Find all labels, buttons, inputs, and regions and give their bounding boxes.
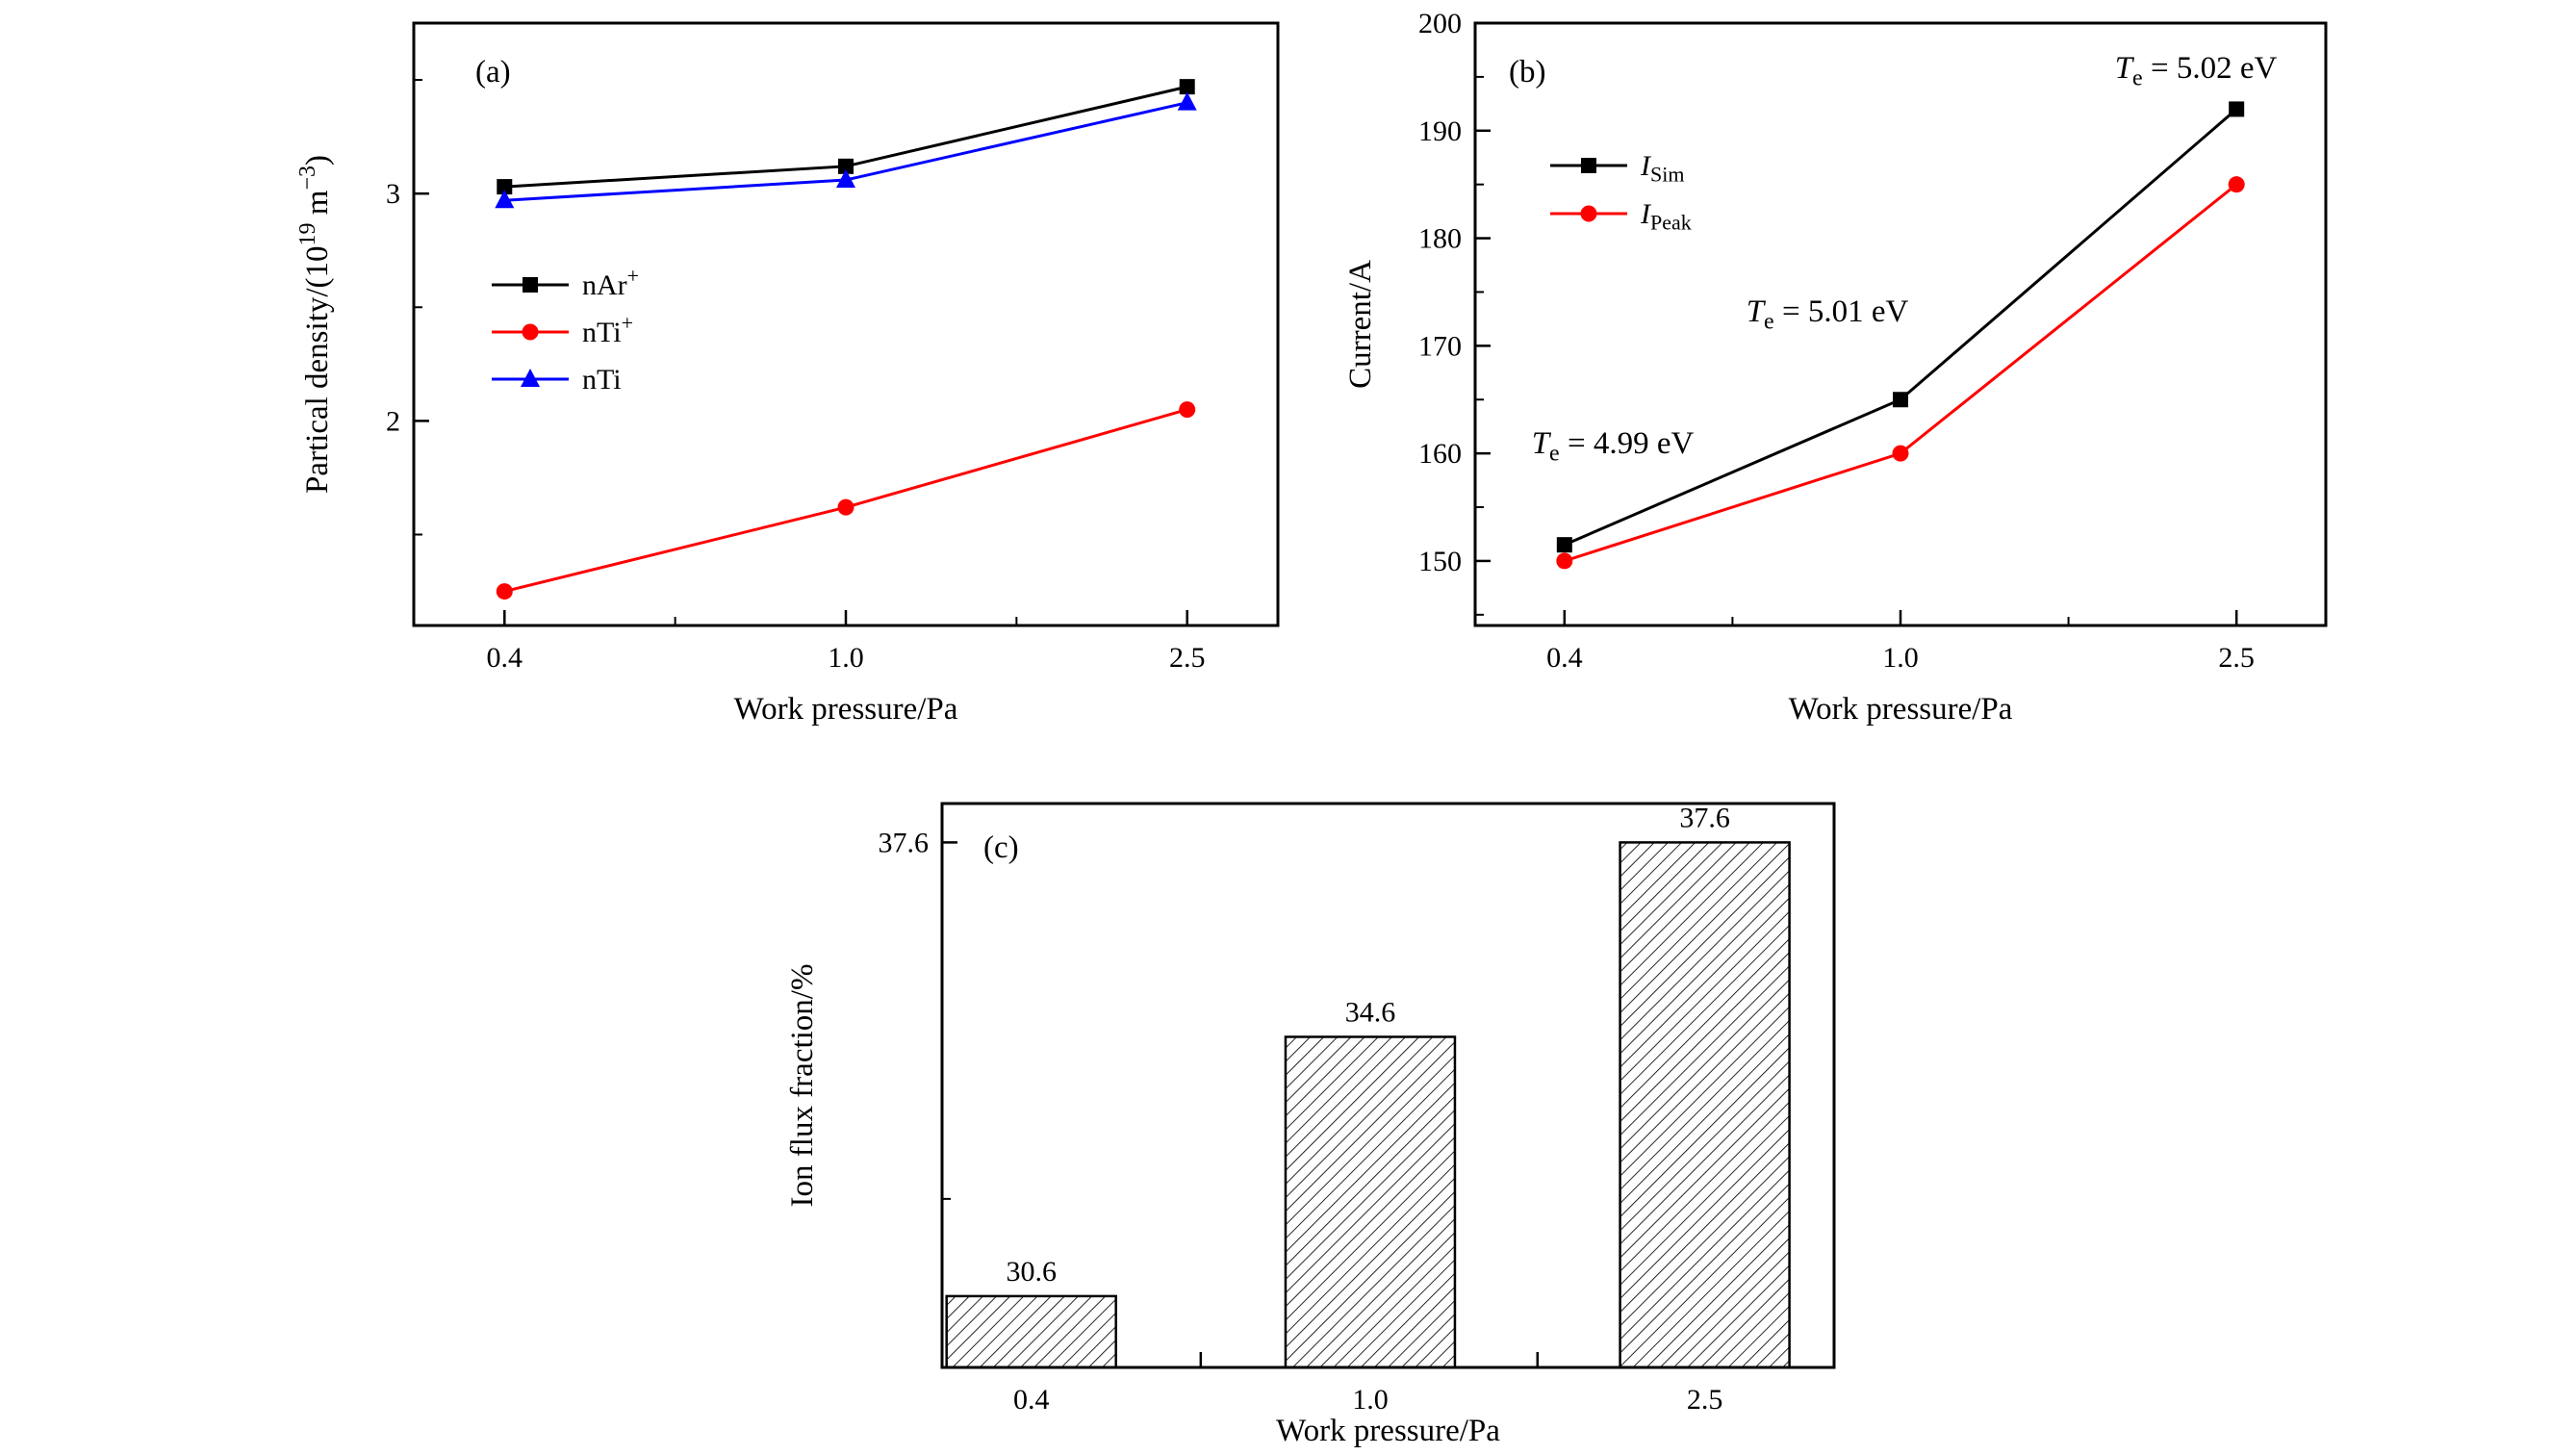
x-tick-label: 2.5 — [1687, 1384, 1723, 1416]
plot-box — [412, 21, 1280, 627]
x-tick-label: 2.5 — [1169, 642, 1206, 674]
annotation: Te = 4.99 eV — [1532, 426, 1695, 466]
y-tick-label: 190 — [1418, 115, 1462, 147]
legend-label: IPeak — [1640, 198, 1692, 235]
data-point-circle — [522, 323, 539, 341]
y-tick-label: 2 — [386, 405, 400, 437]
y-tick-label: 200 — [1418, 8, 1462, 39]
panel-label: (c) — [983, 830, 1019, 865]
data-point-square — [523, 277, 538, 293]
x-tick-label: 2.5 — [2218, 642, 2255, 674]
data-line — [1564, 183, 2238, 563]
chart-svg: 2 3 0.4 1.0 2.5 Work pressure/Pa Partical dens… — [295, 21, 1280, 727]
data-point-triangle — [836, 168, 855, 188]
data-point-triangle — [1177, 91, 1197, 111]
x-tick-label: 1.0 — [1352, 1384, 1389, 1416]
x-axis-label: Work pressure/Pa — [1789, 692, 2013, 727]
data-point-square — [2229, 101, 2245, 117]
chart-panel-current: 150 160 170 180 190 200 0.4 1.0 2.5 Work pressure… — [1328, 0, 2576, 760]
data-point-circle — [496, 583, 513, 600]
bar — [1619, 841, 1791, 1369]
annotation: Te = 5.02 eV — [2115, 51, 2278, 90]
y-tick-label: 180 — [1418, 223, 1462, 255]
legend-label: ISim — [1640, 150, 1684, 187]
bar-value-label: 34.6 — [1345, 996, 1396, 1028]
y-tick-label: 160 — [1418, 438, 1462, 470]
x-axis-label: Work pressure/Pa — [734, 692, 958, 727]
legend-label: nAr+ — [582, 264, 639, 301]
legend-label: nTi+ — [582, 311, 633, 348]
data-point-triangle — [521, 369, 540, 387]
chart-svg: 37.6 0.4 1.0 2.5 Work pressure/Pa Ion flux fr… — [785, 802, 1836, 1448]
x-tick-label: 0.4 — [1546, 642, 1583, 674]
y-tick-label: 3 — [386, 178, 400, 210]
data-point-square — [1581, 158, 1596, 173]
annotation: Te = 5.01 eV — [1747, 294, 1909, 334]
legend-label: nTi — [582, 364, 622, 396]
bar-value-label: 30.6 — [1006, 1256, 1057, 1288]
data-point-triangle — [495, 190, 515, 209]
bar — [1284, 1035, 1457, 1369]
data-point-square — [497, 179, 513, 195]
data-point-circle — [1556, 552, 1573, 570]
data-point-circle — [837, 498, 854, 516]
data-point-square — [1893, 392, 1908, 408]
y-tick-label: 170 — [1418, 330, 1462, 362]
y-tick-label: 150 — [1418, 546, 1462, 577]
x-tick-label: 1.0 — [828, 642, 864, 674]
bar — [945, 1294, 1117, 1369]
x-tick-label: 0.4 — [1013, 1384, 1050, 1416]
chart-svg: 150 160 170 180 190 200 0.4 1.0 2.5 Work pressure… — [1343, 8, 2328, 727]
y-axis-label: Partical density/(1019 m−3) — [295, 155, 335, 494]
data-point-circle — [2228, 176, 2245, 193]
data-point-circle — [1892, 445, 1909, 462]
panel-label: (a) — [475, 55, 511, 89]
y-tick-label: 37.6 — [879, 827, 930, 858]
chart-panel-ion-flux-fraction: 37.6 0.4 1.0 2.5 Work pressure/Pa Ion flux fr… — [760, 770, 1973, 1455]
x-tick-label: 1.0 — [1882, 642, 1919, 674]
bar-value-label: 37.6 — [1679, 802, 1730, 833]
x-axis-label: Work pressure/Pa — [1276, 1414, 1500, 1448]
data-point-square — [1179, 79, 1195, 95]
x-tick-label: 0.4 — [487, 642, 523, 674]
panel-label: (b) — [1509, 55, 1545, 89]
chart-panel-particle-density: 2 3 0.4 1.0 2.5 Work pressure/Pa Partical dens… — [164, 0, 1357, 760]
y-axis-label: Ion flux fraction/% — [785, 964, 820, 1208]
data-point-circle — [1580, 205, 1597, 222]
y-axis-label: Current/A — [1343, 260, 1378, 389]
data-point-square — [838, 158, 854, 174]
data-point-circle — [1179, 401, 1196, 419]
data-point-square — [1556, 537, 1572, 553]
